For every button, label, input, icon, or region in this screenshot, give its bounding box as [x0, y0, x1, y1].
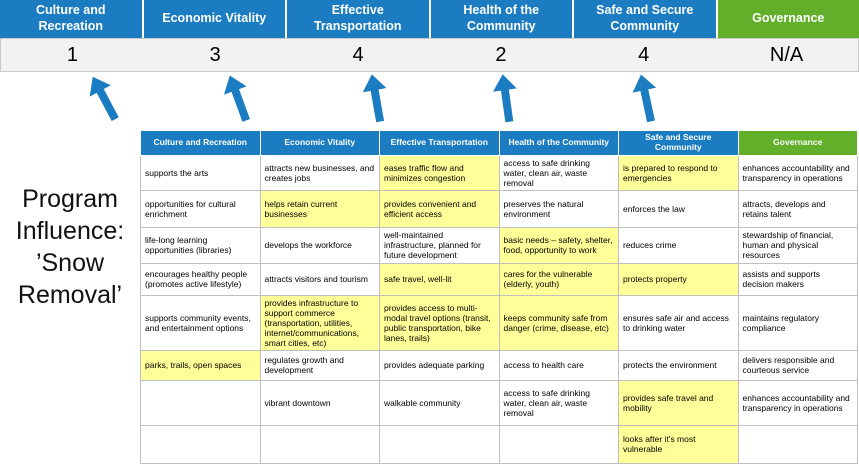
table-row: supports the arts attracts new businesses… — [140, 154, 858, 191]
table-cell: keeps community safe from danger (crime,… — [498, 294, 619, 351]
table-cell: helps retain current businesses — [259, 189, 380, 228]
summary-header-economic-vitality: Economic Vitality — [143, 0, 285, 38]
summary-header-effective-transportation: Effective Transportation — [287, 0, 429, 38]
table-cell: stewardship of financial, human and phys… — [737, 226, 858, 264]
table-cell: protects property — [618, 262, 739, 296]
influence-table-body: supports the arts attracts new businesses… — [140, 154, 858, 464]
table-cell: looks after it's most vulnerable — [618, 424, 739, 464]
table-cell: develops the workforce — [259, 226, 380, 264]
table-cell: attracts new businesses, and creates job… — [259, 154, 380, 191]
table-row: encourages healthy people (promotes acti… — [140, 262, 858, 296]
table-row: supports community events, and entertain… — [140, 294, 858, 351]
table-cell: regulates growth and development — [259, 349, 380, 381]
table-cell: provides infrastructure to support comme… — [259, 294, 380, 351]
table-cell: provides safe travel and mobility — [618, 379, 739, 426]
score-health-of-the-community: 2 — [495, 43, 507, 66]
influence-table: Culture and Recreation Economic Vitality E… — [140, 130, 858, 464]
summary-score-row: 1 3 4 2 4 N/A — [0, 38, 859, 72]
table-header-cell: Culture and Recreation — [140, 130, 261, 156]
table-cell: protects the environment — [618, 349, 739, 381]
page-title: Program Influence: ’Snow Removal’ — [15, 185, 125, 309]
table-cell: enhances accountability and transparency… — [737, 379, 858, 426]
table-cell — [140, 424, 261, 464]
score-governance: N/A — [769, 43, 804, 66]
table-cell: vibrant downtown — [259, 379, 380, 426]
table-row: parks, trails, open spaces regulates grow… — [140, 349, 858, 381]
table-header-cell: Health of the Community — [498, 130, 619, 156]
table-cell: cares for the vulnerable (elderly, youth… — [498, 262, 619, 296]
table-cell: enforces the law — [618, 189, 739, 228]
table-cell: attracts visitors and tourism — [259, 262, 380, 296]
table-cell: opportunities for cultural enrichment — [140, 189, 261, 228]
up-arrow-icon — [360, 72, 392, 123]
summary-header-safe-and-secure-community: Safe and Secure Community — [574, 0, 716, 38]
table-cell: attracts, develops and retains talent — [737, 189, 858, 228]
up-arrow-icon — [629, 72, 662, 124]
table-row: vibrant downtown walkable community access… — [140, 379, 858, 426]
table-cell: provides access to multi-modal travel op… — [379, 294, 500, 351]
table-row: looks after it's most vulnerable — [140, 424, 858, 464]
score-safe-and-secure-community: 4 — [638, 43, 650, 66]
table-row: life-long learning opportunities (librar… — [140, 226, 858, 264]
table-cell: safe travel, well-lit — [379, 262, 500, 296]
summary-header-health-of-the-community: Health of the Community — [430, 0, 572, 38]
table-cell: well-maintained infrastructure, planned … — [379, 226, 500, 264]
table-cell: access to safe drinking water, clean air… — [498, 379, 619, 426]
table-cell: provides adequate parking — [379, 349, 500, 381]
table-cell — [498, 424, 619, 464]
table-cell: maintains regulatory compliance — [737, 294, 858, 351]
influence-table-head: Culture and Recreation Economic Vitality E… — [140, 130, 858, 156]
summary-header-governance: Governance — [717, 0, 859, 38]
table-header-cell: Economic Vitality — [259, 130, 380, 156]
score-effective-transportation: 4 — [352, 43, 364, 66]
table-cell: reduces crime — [618, 226, 739, 264]
table-cell: delivers responsible and courteous servi… — [737, 349, 858, 381]
table-cell — [259, 424, 380, 464]
table-cell: preserves the natural environment — [498, 189, 619, 228]
table-row: opportunities for cultural enrichment hel… — [140, 189, 858, 228]
table-cell: access to safe drinking water, clean air… — [498, 154, 619, 191]
table-cell: supports community events, and entertain… — [140, 294, 261, 351]
score-culture-and-recreation: 1 — [66, 43, 78, 66]
table-cell: parks, trails, open spaces — [140, 349, 261, 381]
table-cell: life-long learning opportunities (librar… — [140, 226, 261, 264]
table-cell: provides convenient and efficient access — [379, 189, 500, 228]
summary-header-culture-and-recreation: Culture and Recreation — [0, 0, 142, 38]
arrows-layer — [0, 74, 859, 130]
table-cell — [140, 379, 261, 426]
table-cell: is prepared to respond to emergencies — [618, 154, 739, 191]
table-cell: assists and supports decision makers — [737, 262, 858, 296]
table-cell: eases traffic flow and minimizes congest… — [379, 154, 500, 191]
up-arrow-icon — [491, 73, 521, 124]
table-cell — [379, 424, 500, 464]
score-economic-vitality: 3 — [209, 43, 221, 66]
table-cell: encourages healthy people (promotes acti… — [140, 262, 261, 296]
table-cell: access to health care — [498, 349, 619, 381]
table-cell: walkable community — [379, 379, 500, 426]
summary-header-row: Culture and Recreation Economic Vitality… — [0, 0, 859, 38]
table-cell: supports the arts — [140, 154, 261, 191]
table-cell: enhances accountability and transparency… — [737, 154, 858, 191]
table-header-cell: Safe and Secure Community — [618, 130, 739, 156]
table-cell: basic needs – safety, shelter, food, opp… — [498, 226, 619, 264]
table-header-cell: Effective Transportation — [379, 130, 500, 156]
table-header-cell: Governance — [737, 130, 858, 156]
up-arrow-icon — [82, 71, 126, 125]
table-cell — [737, 424, 858, 464]
up-arrow-icon — [219, 71, 258, 124]
table-cell: ensures safe air and access to drinking … — [618, 294, 739, 351]
